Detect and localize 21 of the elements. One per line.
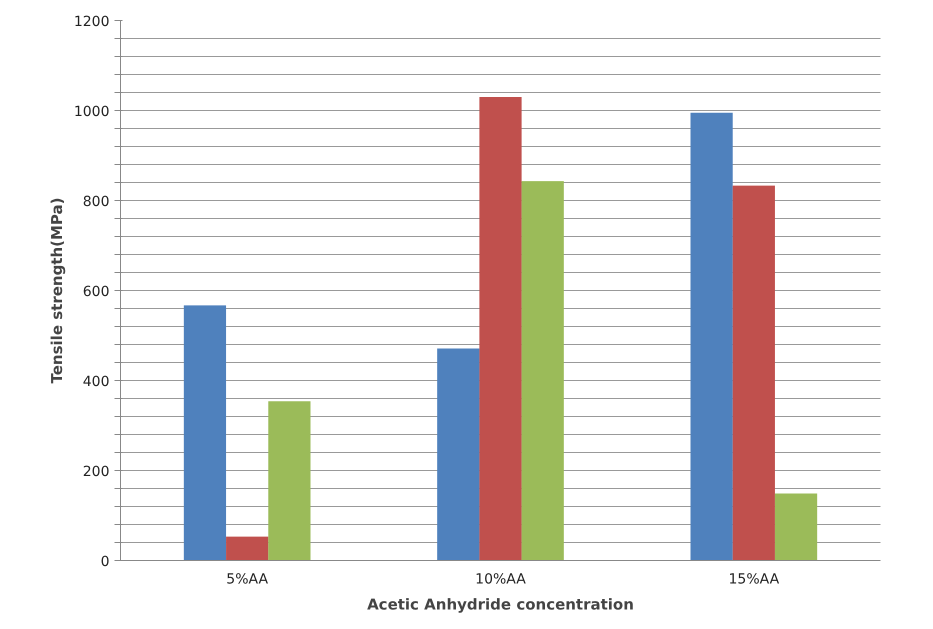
bar xyxy=(184,305,226,560)
y-tick-label: 1200 xyxy=(74,14,110,30)
bar xyxy=(732,186,775,560)
y-tick-label: 800 xyxy=(82,194,110,210)
y-axis-title: Tensile strength(MPa) xyxy=(48,198,66,384)
x-tick-label: 5%AA xyxy=(226,572,268,588)
y-tick-label: 0 xyxy=(100,554,110,570)
bar xyxy=(226,536,268,560)
bar xyxy=(268,401,310,560)
x-axis-title: Acetic Anhydride concentration xyxy=(367,596,634,614)
bar xyxy=(690,112,733,560)
y-tick-label: 600 xyxy=(82,284,110,300)
bar xyxy=(479,97,522,560)
x-tick-label: 10%AA xyxy=(475,572,526,588)
y-tick-label: 400 xyxy=(82,374,110,390)
bar xyxy=(437,348,480,560)
y-tick-label: 1000 xyxy=(74,104,110,120)
bar xyxy=(774,493,818,560)
x-tick-label: 15%AA xyxy=(728,572,780,588)
y-tick-label: 200 xyxy=(82,464,110,480)
bar xyxy=(522,181,564,560)
